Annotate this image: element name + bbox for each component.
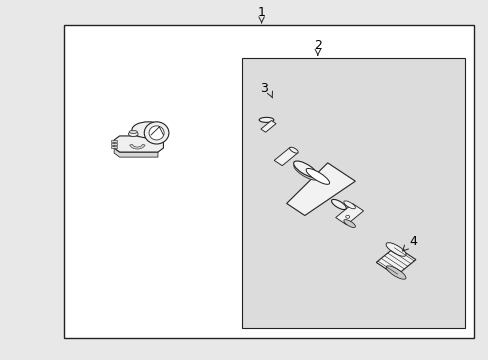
Polygon shape (114, 148, 158, 157)
Ellipse shape (343, 201, 355, 209)
Bar (111, 143, 117, 145)
Ellipse shape (149, 126, 164, 140)
Ellipse shape (305, 168, 329, 184)
Text: 1: 1 (257, 6, 265, 19)
Bar (335, 204, 363, 225)
Ellipse shape (386, 243, 405, 256)
Ellipse shape (293, 161, 317, 177)
Ellipse shape (129, 130, 137, 134)
Bar (242, 58, 464, 328)
Ellipse shape (386, 266, 405, 279)
Bar (63, 25, 473, 338)
Bar (274, 148, 297, 166)
Ellipse shape (144, 122, 168, 144)
Ellipse shape (343, 220, 355, 228)
Ellipse shape (345, 215, 349, 218)
Bar (375, 246, 415, 276)
Text: 3: 3 (260, 82, 267, 95)
Bar (260, 121, 276, 132)
Bar (111, 146, 117, 148)
Polygon shape (286, 163, 355, 216)
Polygon shape (114, 136, 163, 152)
Ellipse shape (259, 117, 273, 122)
Ellipse shape (132, 122, 164, 138)
Ellipse shape (331, 199, 346, 210)
Text: 4: 4 (408, 235, 416, 248)
Bar (111, 140, 117, 142)
Ellipse shape (293, 164, 317, 180)
Wedge shape (129, 144, 145, 149)
Ellipse shape (128, 131, 138, 136)
Text: 2: 2 (313, 39, 321, 51)
Ellipse shape (289, 147, 298, 153)
